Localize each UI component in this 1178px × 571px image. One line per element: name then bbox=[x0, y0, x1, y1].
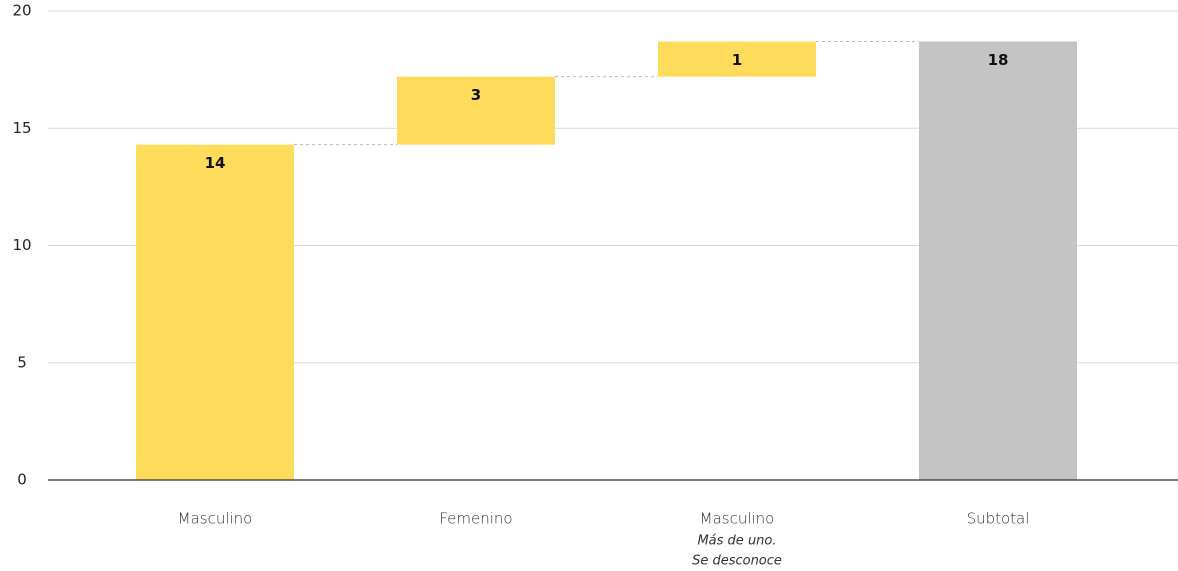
bar bbox=[397, 76, 555, 145]
bar bbox=[919, 41, 1077, 481]
y-tick-label: 15 bbox=[12, 119, 31, 137]
y-tick-label: 0 bbox=[17, 471, 27, 489]
x-tick-label: Masculino bbox=[178, 510, 253, 528]
x-tick-label: Subtotal bbox=[967, 510, 1030, 528]
value-label: 3 bbox=[471, 86, 481, 104]
value-label: 14 bbox=[205, 154, 226, 172]
y-tick-label: 10 bbox=[12, 236, 31, 254]
category-note: Más de uno. bbox=[697, 534, 776, 549]
value-label: 1 bbox=[732, 51, 742, 69]
x-tick-label: Femenino bbox=[439, 510, 512, 528]
value-label: 18 bbox=[988, 51, 1009, 69]
bar bbox=[658, 41, 816, 77]
category-note: Se desconoce bbox=[692, 554, 782, 569]
y-tick-label: 5 bbox=[17, 353, 27, 371]
x-tick-label: Masculino bbox=[700, 510, 775, 528]
bar bbox=[136, 144, 294, 481]
y-tick-label: 20 bbox=[12, 2, 31, 20]
